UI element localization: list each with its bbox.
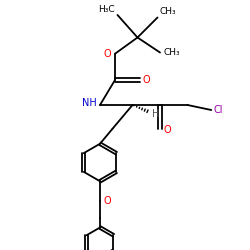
Text: Cl: Cl <box>214 105 223 115</box>
Text: O: O <box>103 196 110 205</box>
Text: O: O <box>142 75 150 85</box>
Text: O: O <box>104 49 111 59</box>
Text: O: O <box>163 125 170 135</box>
Text: NH: NH <box>82 98 97 108</box>
Text: H₃C: H₃C <box>98 5 115 14</box>
Text: CH₃: CH₃ <box>163 48 180 57</box>
Text: CH₃: CH₃ <box>160 7 176 16</box>
Text: H: H <box>152 109 160 119</box>
